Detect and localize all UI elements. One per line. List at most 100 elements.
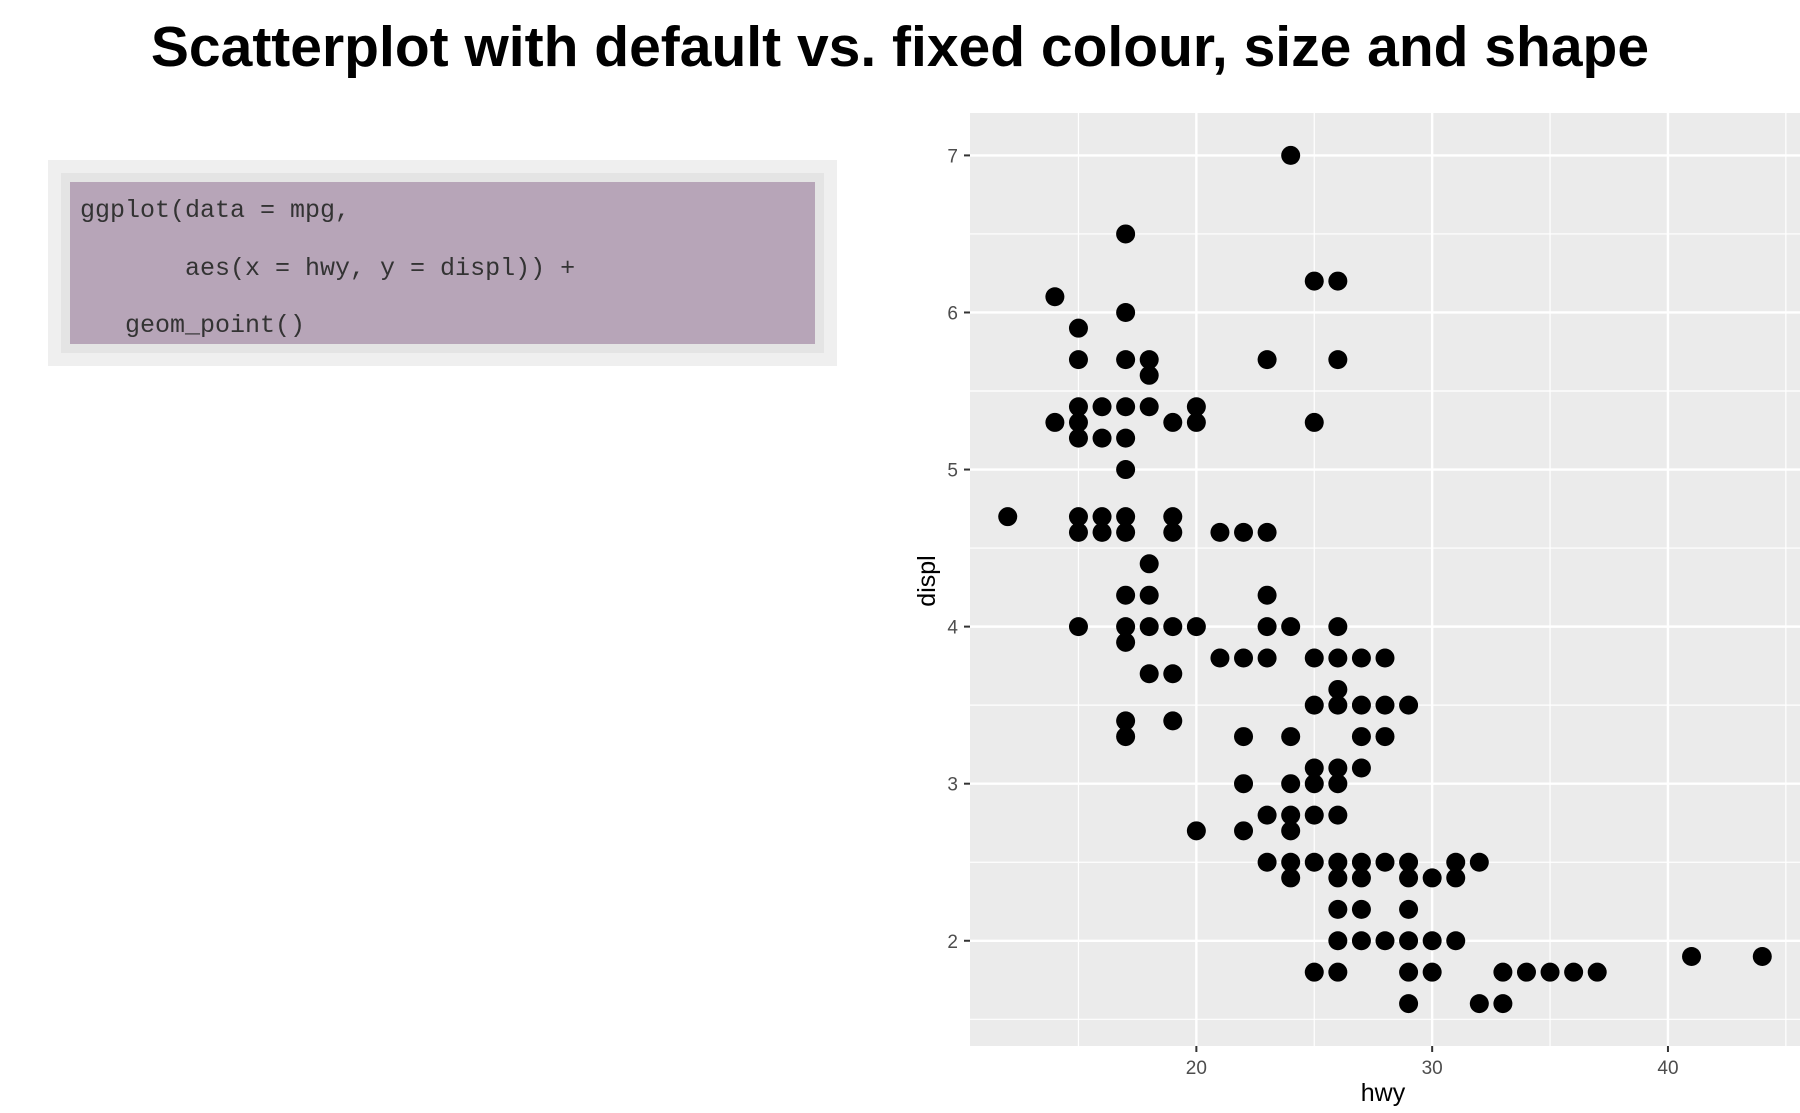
data-point <box>1304 962 1324 982</box>
data-point <box>1328 617 1348 637</box>
data-point <box>1516 962 1536 982</box>
data-point <box>1351 695 1371 715</box>
data-point <box>1540 962 1560 982</box>
code-line-1: ggplot(data = mpg, <box>80 196 351 225</box>
data-point <box>1257 617 1277 637</box>
data-point <box>1328 774 1348 794</box>
data-point <box>1045 287 1065 307</box>
data-point <box>1351 727 1371 747</box>
data-point <box>1682 946 1702 966</box>
data-point <box>1068 507 1088 527</box>
data-point <box>1139 365 1159 385</box>
data-point <box>1068 350 1088 370</box>
data-point <box>1351 899 1371 919</box>
data-point <box>1446 931 1466 951</box>
data-point <box>1234 727 1254 747</box>
data-point <box>1281 821 1301 841</box>
data-point <box>1328 868 1348 888</box>
data-point <box>1422 962 1442 982</box>
data-point <box>1375 727 1395 747</box>
data-point <box>1257 522 1277 542</box>
y-tick-label: 6 <box>947 303 958 324</box>
data-point <box>1257 350 1277 370</box>
plot-panel <box>970 113 1800 1046</box>
data-point <box>1139 350 1159 370</box>
data-point <box>1257 648 1277 668</box>
data-point <box>1351 868 1371 888</box>
data-point <box>1234 648 1254 668</box>
data-point <box>1045 412 1065 432</box>
data-point <box>1469 994 1489 1014</box>
page-title: Scatterplot with default vs. fixed colou… <box>150 15 1650 79</box>
data-point <box>1351 931 1371 951</box>
code-block-border: ggplot(data = mpg, aes(x = hwy, y = disp… <box>61 173 824 353</box>
data-point <box>1281 852 1301 872</box>
data-point <box>1328 758 1348 778</box>
y-axis-label: displ <box>913 555 941 606</box>
data-point <box>1564 962 1584 982</box>
data-point <box>1163 522 1183 542</box>
data-point <box>1068 412 1088 432</box>
data-point <box>1493 994 1513 1014</box>
data-point <box>1399 962 1419 982</box>
x-tick-label: 20 <box>1186 1058 1207 1079</box>
data-point <box>1304 412 1324 432</box>
data-point <box>1116 350 1136 370</box>
data-point <box>1422 868 1442 888</box>
data-point <box>1068 397 1088 417</box>
y-tick-label: 2 <box>947 932 958 953</box>
data-point <box>1399 852 1419 872</box>
data-point <box>1163 412 1183 432</box>
data-point <box>1281 145 1301 165</box>
data-point <box>1375 931 1395 951</box>
data-point <box>1116 302 1136 322</box>
data-point <box>998 507 1018 527</box>
data-point <box>1328 695 1348 715</box>
data-point <box>1186 397 1206 417</box>
data-point <box>1328 271 1348 291</box>
data-point <box>1116 522 1136 542</box>
data-point <box>1116 727 1136 747</box>
data-point <box>1281 868 1301 888</box>
data-point <box>1587 962 1607 982</box>
data-point <box>1092 522 1112 542</box>
data-point <box>1304 852 1324 872</box>
data-point <box>1116 632 1136 652</box>
data-point <box>1092 507 1112 527</box>
data-point <box>1752 946 1772 966</box>
data-point <box>1116 397 1136 417</box>
data-point <box>1068 318 1088 338</box>
data-point <box>1210 522 1230 542</box>
data-point <box>1399 695 1419 715</box>
data-point <box>1328 962 1348 982</box>
x-tick-label: 30 <box>1422 1058 1443 1079</box>
data-point <box>1163 664 1183 684</box>
y-tick-label: 3 <box>947 775 958 796</box>
data-point <box>1304 648 1324 668</box>
data-point <box>1139 664 1159 684</box>
code-line-2: aes(x = hwy, y = displ)) + <box>80 253 576 283</box>
data-point <box>1163 711 1183 731</box>
code-block-content: ggplot(data = mpg, aes(x = hwy, y = disp… <box>70 182 815 344</box>
data-point <box>1328 852 1348 872</box>
data-point <box>1068 617 1088 637</box>
data-point <box>1328 679 1348 699</box>
data-point <box>1116 711 1136 731</box>
data-point <box>1234 774 1254 794</box>
data-point <box>1068 522 1088 542</box>
data-point <box>1304 805 1324 825</box>
data-point <box>1328 648 1348 668</box>
data-point <box>1116 224 1136 244</box>
data-point <box>1328 931 1348 951</box>
data-point <box>1281 727 1301 747</box>
panel-background <box>970 113 1800 1046</box>
data-point <box>1116 585 1136 605</box>
data-points <box>998 145 1772 1014</box>
data-point <box>1139 397 1159 417</box>
data-point <box>1116 460 1136 480</box>
data-point <box>1257 585 1277 605</box>
data-point <box>1068 428 1088 448</box>
data-point <box>1304 758 1324 778</box>
x-axis-label: hwy <box>1361 1079 1406 1107</box>
